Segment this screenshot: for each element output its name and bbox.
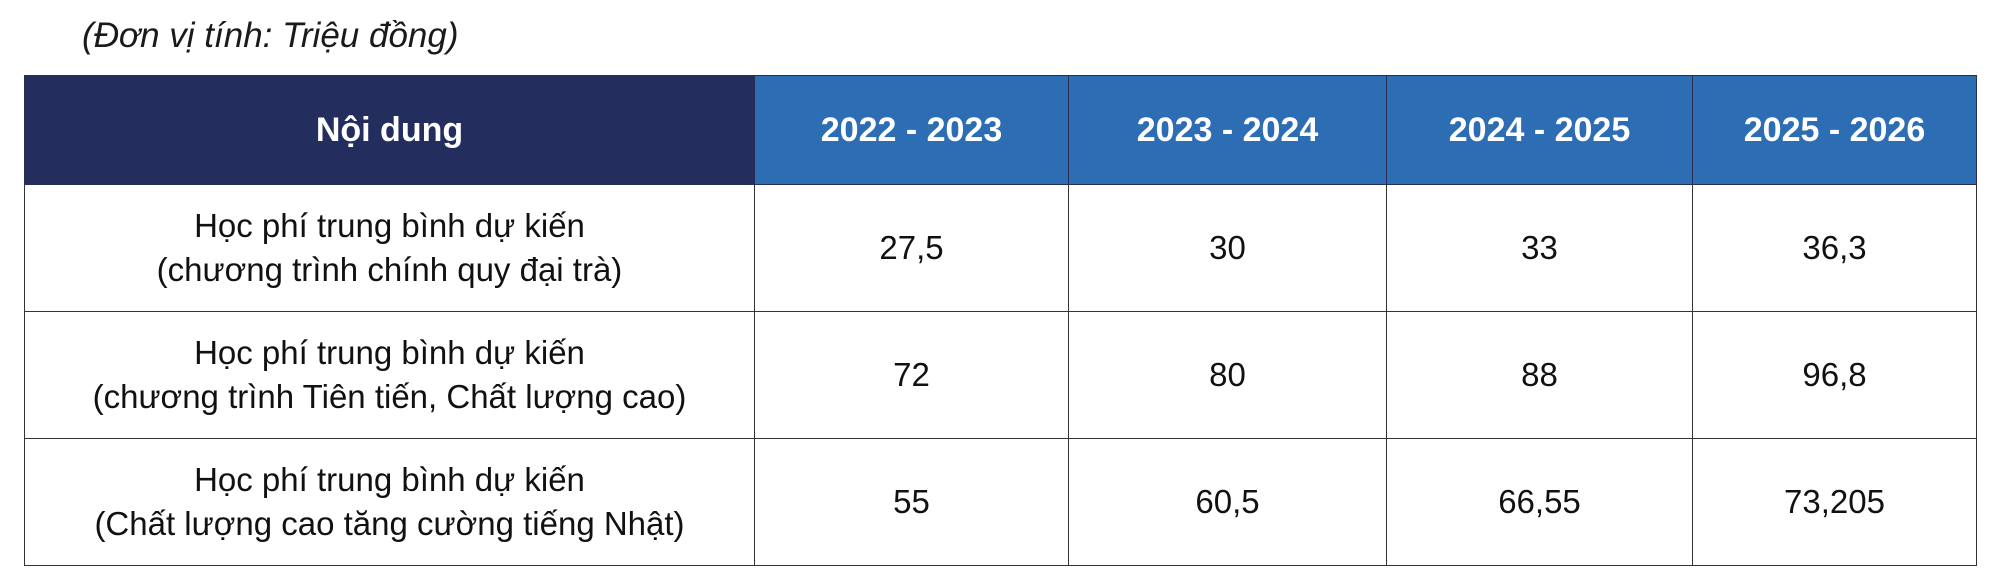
row-label-line: (Chất lượng cao tăng cường tiếng Nhật) [94,505,685,542]
unit-note: (Đơn vị tính: Triệu đồng) [82,16,459,55]
table-cell: 30 [1068,184,1387,312]
table-cell: 66,55 [1386,438,1693,566]
header-year: 2024 - 2025 [1386,75,1693,185]
table-row: Học phí trung bình dự kiến (Chất lượng c… [24,438,1977,566]
table-cell: 33 [1386,184,1693,312]
row-label-line: (chương trình chính quy đại trà) [156,251,623,288]
table-cell: 27,5 [754,184,1069,312]
row-label: Học phí trung bình dự kiến (Chất lượng c… [24,438,755,566]
table-row: Học phí trung bình dự kiến (chương trình… [24,311,1977,439]
table-cell: 55 [754,438,1069,566]
header-content: Nội dung [24,75,755,185]
table-cell: 73,205 [1692,438,1977,566]
table-cell: 88 [1386,311,1693,439]
table-cell: 96,8 [1692,311,1977,439]
header-year: 2022 - 2023 [754,75,1069,185]
table-cell: 80 [1068,311,1387,439]
table-header-row: Nội dung 2022 - 2023 2023 - 2024 2024 - … [24,75,1977,185]
table-cell: 36,3 [1692,184,1977,312]
row-label-line: (chương trình Tiên tiến, Chất lượng cao) [92,378,687,415]
header-year: 2023 - 2024 [1068,75,1387,185]
row-label: Học phí trung bình dự kiến (chương trình… [24,311,755,439]
row-label: Học phí trung bình dự kiến (chương trình… [24,184,755,312]
table-cell: 60,5 [1068,438,1387,566]
table-row: Học phí trung bình dự kiến (chương trình… [24,184,1977,312]
row-label-line: Học phí trung bình dự kiến [194,207,585,245]
row-label-line: Học phí trung bình dự kiến [194,334,585,372]
row-label-line: Học phí trung bình dự kiến [194,461,585,499]
tuition-table: Nội dung 2022 - 2023 2023 - 2024 2024 - … [24,75,1977,566]
table-cell: 72 [754,311,1069,439]
header-year: 2025 - 2026 [1692,75,1977,185]
